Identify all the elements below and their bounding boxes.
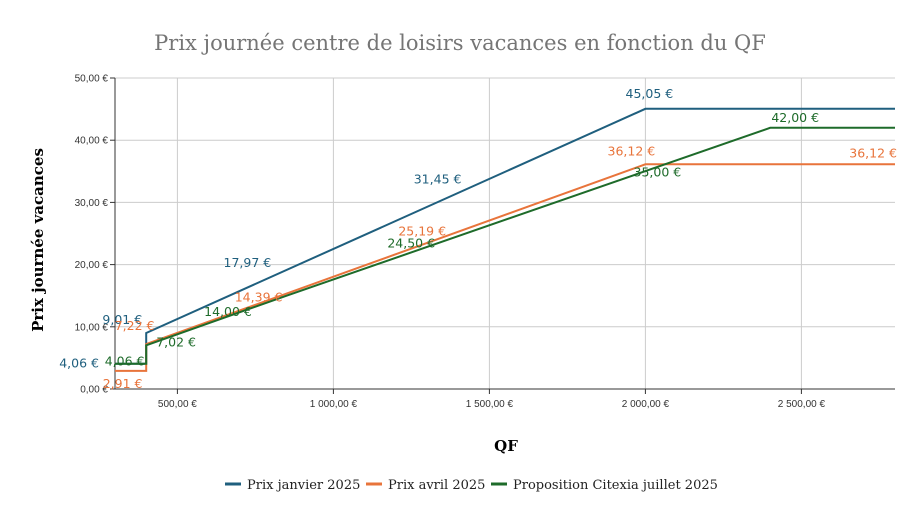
y-tick-label: 20,00 € — [75, 260, 109, 271]
data-label: 14,39 € — [235, 289, 283, 304]
data-label: 24,50 € — [387, 236, 435, 251]
data-label: 45,05 € — [626, 86, 674, 101]
grid — [115, 77, 895, 389]
data-label: 4,06 € — [105, 354, 145, 369]
data-label: 7,02 € — [156, 334, 196, 349]
data-label: 14,00 € — [204, 304, 252, 319]
y-axis-title: Prix journée vacances — [29, 148, 47, 332]
series-lines — [115, 107, 895, 372]
data-label: 36,12 € — [608, 143, 656, 158]
legend-item-label: Proposition Citexia juillet 2025 — [513, 478, 718, 493]
x-tick-label: 500,00 € — [158, 399, 197, 410]
data-label: 17,97 € — [224, 255, 272, 270]
x-tick-label: 2 000,00 € — [622, 399, 670, 410]
data-label: 9,01 € — [102, 312, 142, 327]
data-label: 36,12 € — [849, 145, 897, 160]
x-tick-label: 1 000,00 € — [310, 399, 358, 410]
x-tick-label: 1 500,00 € — [466, 399, 514, 410]
data-label: 4,06 € — [59, 356, 99, 371]
y-tick-label: 30,00 € — [75, 198, 109, 209]
data-label: 2,91 € — [103, 376, 143, 391]
data-label: 42,00 € — [771, 110, 819, 125]
y-tick-label: 40,00 € — [75, 136, 109, 147]
legend: Prix janvier 2025 Prix avril 2025 Proposit… — [225, 478, 718, 493]
data-label: 31,45 € — [414, 171, 462, 186]
y-tick-label: 10,00 € — [75, 322, 109, 333]
y-tick-label: 50,00 € — [75, 74, 109, 85]
x-axis-title: QF — [494, 437, 518, 455]
axes: 0,00 € 10,00 € 20,00 € 30,00 € 40,00 € 50,00 … — [75, 74, 895, 410]
legend-item-label: Prix avril 2025 — [388, 478, 485, 493]
series-line-1 — [115, 107, 895, 365]
chart-title: Prix journée centre de loisirs vacances … — [154, 31, 766, 55]
data-label: 35,00 € — [634, 164, 682, 179]
x-tick-label: 2 500,00 € — [778, 399, 826, 410]
series-line-2 — [115, 163, 895, 372]
data-label: 7,22 € — [115, 318, 155, 333]
y-tick-label: 0,00 € — [80, 385, 108, 396]
data-labels: 4,06 € 9,01 € 17,97 € 31,45 € 45,05 € 2,91 € 7… — [59, 86, 897, 391]
data-label: 25,19 € — [398, 223, 446, 238]
legend-item-label: Prix janvier 2025 — [247, 478, 360, 493]
series-line-3 — [115, 126, 895, 365]
